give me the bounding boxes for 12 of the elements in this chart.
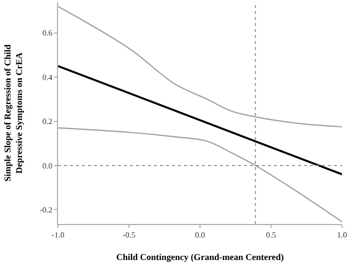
x-tick-label: 0.5 (266, 230, 276, 240)
x-tick-label: -1.0 (52, 230, 64, 240)
x-tick-label: -0.5 (122, 230, 136, 240)
y-tick-label: 0.0 (42, 161, 52, 170)
x-tick-label: 1.0 (337, 230, 347, 240)
y-tick-label: -0.2 (40, 205, 52, 214)
y-tick-label: 0.4 (42, 72, 52, 82)
x-tick-label: 0.0 (195, 230, 205, 240)
y-axis-title: Simple Slope of Regression of Child Depressive Symptoms on CrEA (2, 44, 24, 182)
y-tick-label: 0.2 (42, 117, 52, 126)
x-axis-title: Child Contingency (Grand-mean Centered) (116, 252, 284, 262)
y-tick-label: 0.6 (42, 28, 52, 38)
